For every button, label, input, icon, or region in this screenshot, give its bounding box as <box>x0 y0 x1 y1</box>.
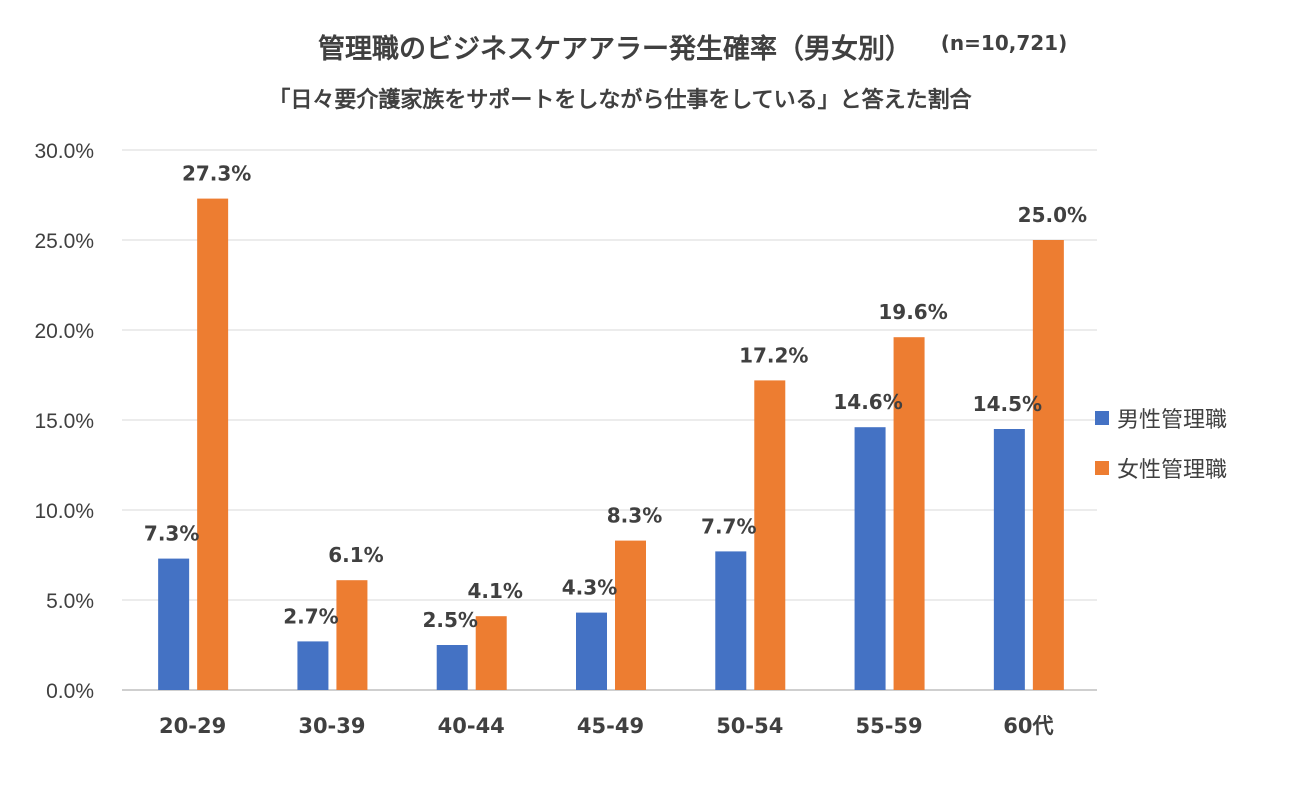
y-tick-label: 0.0% <box>46 680 94 703</box>
bar-female-55-59 <box>893 337 925 690</box>
y-tick-label: 30.0% <box>34 140 94 163</box>
bar-male-20-29 <box>158 558 190 690</box>
data-label-female-20-29: 27.3% <box>182 162 251 186</box>
legend-swatch-male <box>1095 411 1109 425</box>
bar-male-40-44 <box>436 645 468 690</box>
data-label-female-55-59: 19.6% <box>878 300 947 324</box>
data-labels: 7.3% 27.3% 2.7% 6.1% 2.5% 4.1% 4.3% 8.3% 7.7% 17.… <box>144 162 1087 632</box>
bar-male-50-54 <box>715 551 747 690</box>
bar-female-50-54 <box>754 380 786 690</box>
bar-female-40-44 <box>475 616 507 690</box>
gridlines <box>122 149 1097 691</box>
x-tick-label: 50-54 <box>716 714 783 738</box>
legend-label-female: 女性管理職 <box>1117 458 1227 483</box>
x-tick-label: 60代 <box>1003 714 1053 738</box>
data-label-female-50-54: 17.2% <box>739 343 808 367</box>
x-tick-label: 55-59 <box>855 714 922 738</box>
data-label-female-45-49: 8.3% <box>607 504 662 528</box>
legend-label-male: 男性管理職 <box>1117 408 1227 433</box>
bar-female-45-49 <box>615 540 646 690</box>
y-tick-label: 10.0% <box>34 500 94 523</box>
data-label-female-40-44: 4.1% <box>467 579 522 603</box>
y-tick-label: 20.0% <box>34 320 94 343</box>
y-tick-label: 15.0% <box>34 410 94 433</box>
x-tick-label: 45-49 <box>577 714 644 738</box>
x-tick-label: 30-39 <box>298 714 365 738</box>
data-label-male-30-39: 2.7% <box>283 604 338 628</box>
data-label-female-60代: 25.0% <box>1018 203 1087 227</box>
x-axis-categories: 20-29 30-39 40-44 45-49 50-54 55-59 60代 <box>159 714 1053 738</box>
x-tick-label: 20-29 <box>159 714 226 738</box>
data-label-male-55-59: 14.6% <box>833 390 902 414</box>
x-tick-label: 40-44 <box>438 714 505 738</box>
data-label-male-40-44: 2.5% <box>422 608 477 632</box>
data-label-female-30-39: 6.1% <box>328 543 383 567</box>
bar-female-60代 <box>1032 240 1064 690</box>
bar-male-55-59 <box>854 427 886 690</box>
data-label-male-20-29: 7.3% <box>144 522 199 546</box>
bar-male-45-49 <box>576 612 607 690</box>
data-label-male-45-49: 4.3% <box>562 576 617 600</box>
data-label-male-60代: 14.5% <box>973 392 1042 416</box>
bar-male-60代 <box>993 429 1025 690</box>
bar-female-30-39 <box>336 580 368 690</box>
chart-title-note: (n=10,721) <box>941 31 1067 55</box>
y-tick-label: 5.0% <box>46 590 94 613</box>
data-label-male-50-54: 7.7% <box>701 514 756 538</box>
legend-swatch-female <box>1095 461 1109 475</box>
chart-title: 管理職のビジネスケアアラー発生確率（男女別） <box>318 33 912 65</box>
chart-subtitle: 「日々要介護家族をサポートをしながら仕事をしている」と答えた割合 <box>268 87 972 113</box>
bar-female-20-29 <box>197 198 229 690</box>
y-tick-label: 25.0% <box>34 230 94 253</box>
bars <box>158 198 1064 690</box>
bar-male-30-39 <box>297 641 329 690</box>
y-axis-ticks: 0.0% 5.0% 10.0% 15.0% 20.0% 25.0% 30.0% <box>34 140 94 703</box>
